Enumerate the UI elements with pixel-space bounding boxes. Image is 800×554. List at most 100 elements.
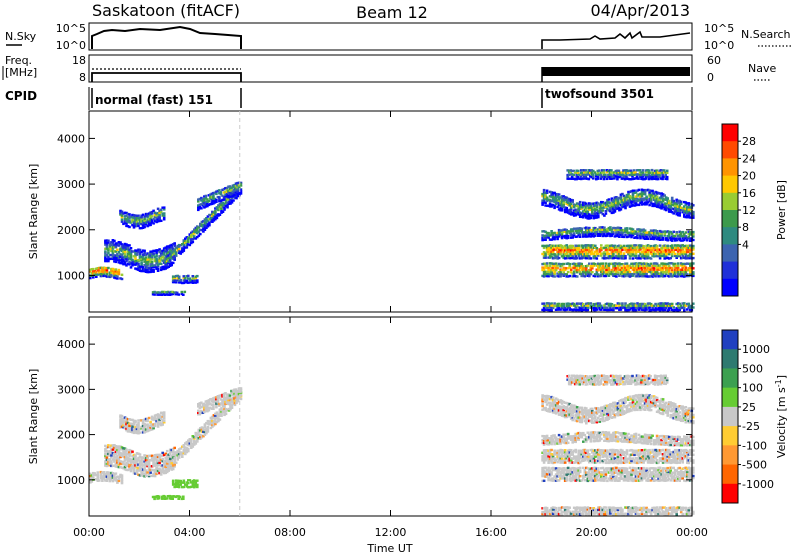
power-echo-cell — [655, 197, 659, 200]
power-echo-cell — [568, 308, 571, 311]
power-echo-cell — [571, 272, 574, 275]
power-echo-cell — [562, 308, 565, 311]
power-echo-cell — [634, 248, 638, 252]
velocity-echo-cell — [556, 475, 559, 478]
power-echo-cell — [562, 266, 565, 270]
velocity-echo-cell — [135, 431, 139, 435]
power-echo-cell — [667, 234, 671, 238]
power-echo-cell — [649, 244, 653, 248]
power-echo-cell — [684, 274, 688, 278]
power-echo-cell — [158, 213, 161, 216]
power-echo-cell — [681, 251, 684, 254]
power-echo-cell — [675, 200, 678, 203]
power-echo-cell — [628, 234, 632, 237]
power-echo-cell — [229, 198, 232, 201]
velocity-echo-cell — [574, 475, 577, 478]
power-echo-cell — [547, 244, 550, 248]
velocity-echo-cell — [227, 407, 231, 411]
power-echo-cell — [560, 229, 564, 232]
power-echo-cell — [212, 199, 215, 203]
power-echo-cell — [676, 253, 680, 256]
power-echo-cell — [550, 302, 553, 305]
power-echo-cell — [686, 269, 689, 272]
power-echo-cell — [111, 239, 115, 242]
power-echo-cell — [578, 262, 582, 265]
power-echo-cell — [562, 262, 565, 266]
power-echo-cell — [548, 238, 552, 241]
power-echo-cell — [596, 177, 600, 180]
power-echo-cell — [585, 228, 588, 232]
power-echo-cell — [687, 212, 691, 215]
velocity-echo-cell — [137, 456, 140, 460]
power-echo-cell — [673, 202, 677, 205]
power-echo-cell — [658, 173, 661, 177]
power-echo-cell — [568, 198, 571, 201]
power-echo-cell — [679, 239, 683, 242]
power-echo-cell — [578, 264, 582, 268]
power-echo-cell — [657, 236, 660, 239]
power-echo-cell — [152, 264, 155, 267]
power-echo-cell — [599, 173, 603, 177]
power-echo-cell — [600, 207, 603, 210]
power-echo-cell — [108, 243, 112, 246]
power-echo-cell — [185, 242, 189, 246]
power-echo-cell — [156, 220, 160, 223]
velocity-echo-cell — [595, 468, 599, 472]
power-echo-cell — [155, 259, 158, 263]
velocity-echo-cell — [161, 470, 164, 474]
power-echo-cell — [592, 226, 596, 230]
velocity-echo-cell — [184, 483, 187, 486]
power-echo-cell — [595, 212, 599, 215]
power-echo-cell — [652, 270, 656, 273]
power-echo-cell — [631, 177, 634, 181]
power-echo-cell — [149, 252, 152, 255]
velocity-echo-cell — [111, 448, 115, 451]
velocity-echo-cell — [553, 478, 556, 482]
power-echo-cell — [603, 206, 606, 209]
power-echo-cell — [683, 309, 686, 312]
power-echo-cell — [177, 245, 181, 248]
power-echo-cell — [98, 269, 101, 272]
power-echo-cell — [610, 232, 614, 235]
power-echo-cell — [649, 268, 653, 271]
velocity-echo-cell — [542, 470, 546, 474]
power-echo-cell — [597, 232, 600, 236]
power-echo-cell — [637, 193, 641, 196]
power-echo-cell — [618, 308, 621, 311]
power-echo-cell — [576, 175, 580, 179]
power-echo-cell — [618, 262, 621, 265]
power-echo-cell — [123, 217, 127, 221]
power-echo-cell — [678, 254, 681, 258]
power-echo-cell — [673, 210, 677, 213]
velocity-echo-cell — [218, 396, 221, 399]
power-echo-cell — [572, 252, 576, 256]
power-echo-cell — [122, 222, 125, 226]
power-echo-cell — [566, 306, 570, 309]
velocity-echo-cell — [182, 485, 186, 489]
power-echo-cell — [193, 279, 196, 282]
power-echo-cell — [571, 244, 574, 248]
power-echo-cell — [672, 250, 675, 254]
power-echo-cell — [218, 200, 221, 203]
power-echo-cell — [583, 205, 587, 209]
velocity-echo-cell — [105, 464, 109, 468]
power-echo-cell — [563, 273, 567, 276]
power-echo-cell — [170, 243, 173, 247]
velocity-echo-cell — [200, 409, 203, 413]
velocity-echo-cell — [597, 471, 600, 474]
power-echo-cell — [132, 218, 136, 222]
power-echo-cell — [658, 304, 662, 307]
velocity-echo-cell — [173, 485, 176, 489]
power-echo-cell — [639, 244, 642, 247]
velocity-echo-cell — [132, 421, 136, 424]
power-echo-cell — [541, 244, 544, 248]
power-echo-cell — [168, 250, 172, 253]
velocity-echo-cell — [193, 483, 196, 487]
power-echo-cell — [203, 228, 207, 231]
power-echo-cell — [615, 262, 618, 265]
velocity-echo-cell — [594, 471, 597, 474]
power-echo-cell — [545, 246, 549, 249]
power-echo-cell — [582, 268, 585, 271]
power-echo-cell — [610, 273, 614, 276]
velocity-echo-cell — [228, 398, 232, 402]
